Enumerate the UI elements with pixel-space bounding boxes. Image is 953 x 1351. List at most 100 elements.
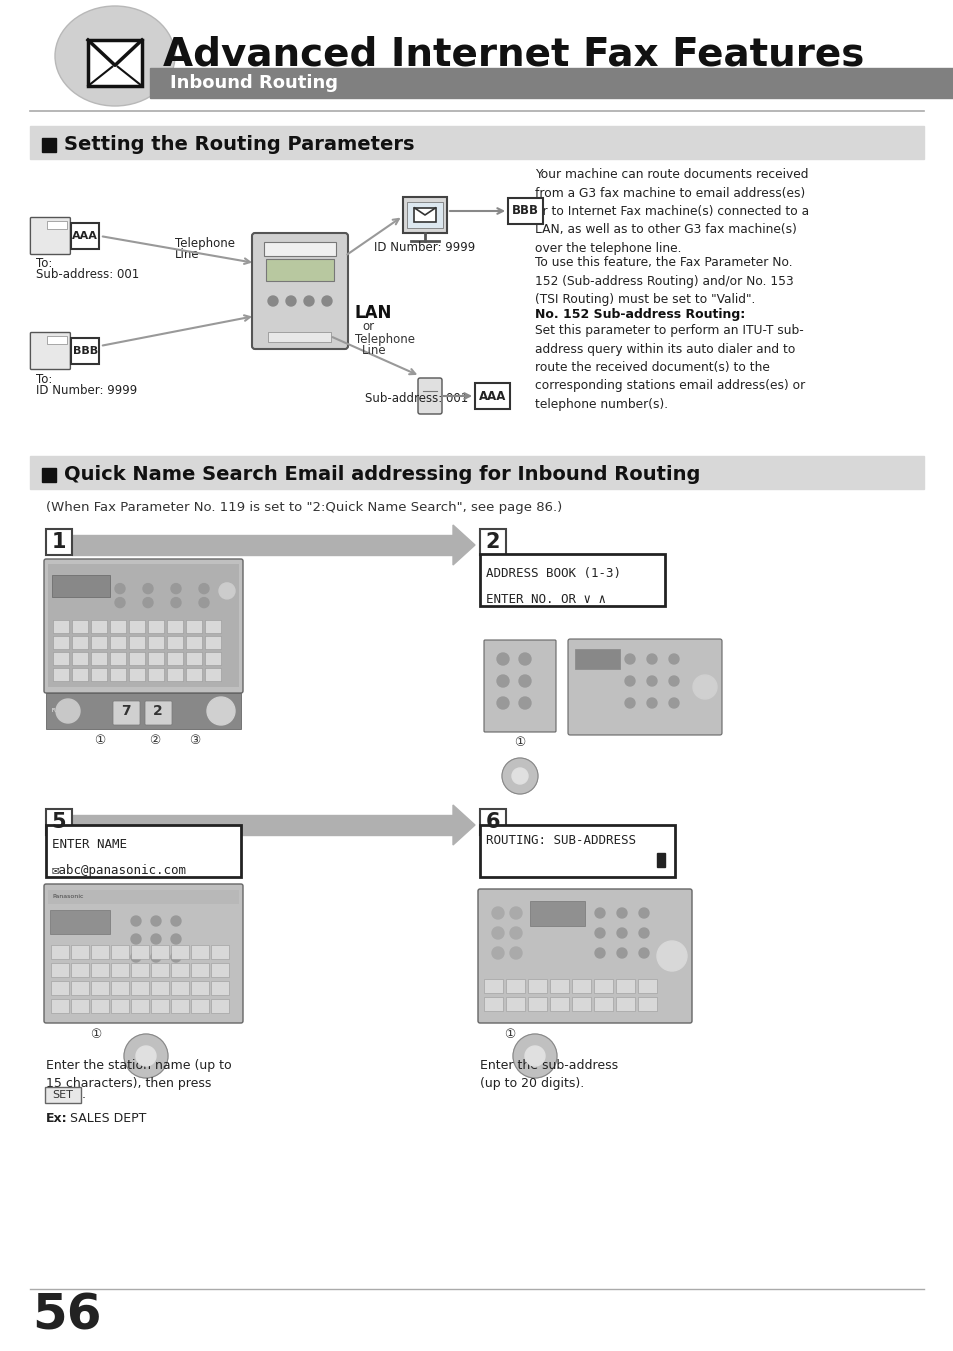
Text: Ex:: Ex: (46, 1112, 68, 1125)
FancyBboxPatch shape (172, 963, 190, 978)
FancyBboxPatch shape (149, 669, 164, 681)
Circle shape (501, 758, 537, 794)
FancyBboxPatch shape (205, 669, 221, 681)
FancyBboxPatch shape (145, 701, 172, 725)
Bar (657, 852, 664, 867)
FancyBboxPatch shape (91, 1000, 110, 1013)
Text: Inbound Routing: Inbound Routing (170, 74, 337, 92)
Text: To use this feature, the Fax Parameter No.
152 (Sub-address Routing) and/or No. : To use this feature, the Fax Parameter N… (535, 255, 793, 305)
Text: ①: ① (91, 1028, 102, 1042)
FancyBboxPatch shape (44, 559, 243, 693)
Circle shape (639, 908, 648, 917)
Circle shape (692, 676, 717, 698)
Text: Telephone: Telephone (174, 236, 234, 250)
FancyBboxPatch shape (575, 648, 619, 669)
Circle shape (524, 1046, 544, 1066)
FancyBboxPatch shape (479, 554, 664, 607)
Circle shape (497, 697, 509, 709)
FancyBboxPatch shape (594, 979, 613, 993)
FancyBboxPatch shape (111, 669, 127, 681)
Text: ①: ① (504, 1028, 515, 1042)
Circle shape (171, 584, 181, 593)
Text: ENTER NAME: ENTER NAME (52, 838, 127, 851)
Text: To:: To: (36, 373, 52, 386)
FancyBboxPatch shape (479, 530, 505, 555)
Text: .: . (82, 1089, 86, 1101)
Text: ①: ① (514, 736, 525, 750)
Circle shape (595, 948, 604, 958)
FancyBboxPatch shape (477, 889, 691, 1023)
Text: ③: ③ (190, 735, 200, 747)
FancyBboxPatch shape (507, 199, 542, 224)
FancyBboxPatch shape (51, 1000, 70, 1013)
Text: or: or (361, 320, 374, 334)
Circle shape (595, 928, 604, 938)
Text: Quick Name Search Email addressing for Inbound Routing: Quick Name Search Email addressing for I… (64, 466, 700, 485)
FancyBboxPatch shape (638, 979, 657, 993)
Circle shape (518, 676, 531, 688)
FancyBboxPatch shape (252, 232, 348, 349)
FancyBboxPatch shape (44, 884, 243, 1023)
FancyBboxPatch shape (46, 809, 71, 835)
FancyBboxPatch shape (616, 997, 635, 1012)
Text: ②: ② (150, 735, 160, 747)
FancyBboxPatch shape (45, 1088, 81, 1102)
Text: BBB: BBB (512, 204, 538, 218)
Circle shape (518, 653, 531, 665)
FancyBboxPatch shape (417, 378, 441, 413)
Text: AAA: AAA (72, 231, 98, 240)
FancyBboxPatch shape (186, 653, 202, 666)
FancyBboxPatch shape (47, 335, 68, 343)
Bar (30, 457, 923, 489)
FancyBboxPatch shape (172, 946, 190, 959)
Circle shape (510, 907, 521, 919)
FancyBboxPatch shape (130, 620, 146, 634)
Text: ENTER NO. OR ∨ ∧: ENTER NO. OR ∨ ∧ (485, 593, 605, 607)
FancyBboxPatch shape (112, 981, 130, 996)
FancyBboxPatch shape (414, 208, 436, 222)
Circle shape (131, 916, 141, 925)
FancyBboxPatch shape (192, 1000, 210, 1013)
FancyBboxPatch shape (91, 620, 108, 634)
FancyBboxPatch shape (638, 997, 657, 1012)
Circle shape (513, 1034, 557, 1078)
FancyBboxPatch shape (572, 997, 591, 1012)
FancyBboxPatch shape (111, 620, 127, 634)
FancyBboxPatch shape (91, 963, 110, 978)
Circle shape (512, 767, 527, 784)
Circle shape (286, 296, 295, 305)
FancyBboxPatch shape (48, 563, 239, 616)
Text: 1: 1 (51, 532, 66, 553)
Circle shape (115, 584, 125, 593)
Circle shape (124, 1034, 168, 1078)
Circle shape (639, 928, 648, 938)
Text: SET: SET (52, 1090, 73, 1100)
Text: 2: 2 (153, 704, 163, 717)
Circle shape (115, 597, 125, 608)
Text: Line: Line (361, 345, 386, 358)
FancyBboxPatch shape (172, 981, 190, 996)
FancyBboxPatch shape (152, 981, 170, 996)
FancyBboxPatch shape (91, 669, 108, 681)
Circle shape (268, 296, 277, 305)
FancyBboxPatch shape (50, 911, 110, 934)
Circle shape (646, 654, 657, 663)
Text: ①: ① (94, 735, 106, 747)
Circle shape (143, 584, 152, 593)
Circle shape (646, 676, 657, 686)
FancyBboxPatch shape (484, 997, 503, 1012)
FancyBboxPatch shape (168, 653, 183, 666)
Bar (30, 126, 923, 159)
FancyBboxPatch shape (48, 616, 239, 688)
FancyBboxPatch shape (91, 636, 108, 650)
Circle shape (219, 582, 234, 598)
FancyBboxPatch shape (51, 981, 70, 996)
FancyBboxPatch shape (186, 620, 202, 634)
Circle shape (497, 676, 509, 688)
Circle shape (657, 942, 686, 971)
FancyBboxPatch shape (111, 636, 127, 650)
FancyBboxPatch shape (479, 809, 505, 835)
FancyBboxPatch shape (475, 382, 510, 409)
FancyBboxPatch shape (212, 963, 230, 978)
Text: Line: Line (174, 249, 199, 262)
